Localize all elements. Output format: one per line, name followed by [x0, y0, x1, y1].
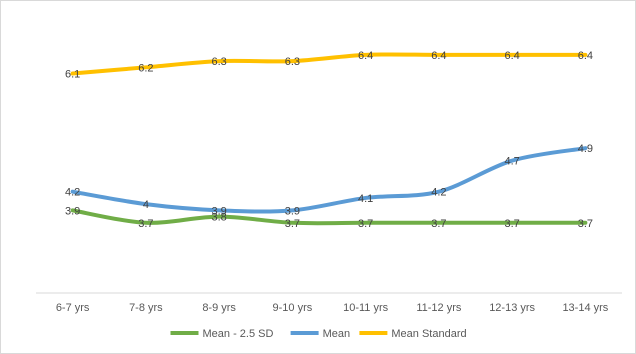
data-point: [437, 190, 441, 194]
x-tick-label: 10-11 yrs: [343, 302, 389, 314]
data-point: [71, 208, 75, 212]
data-label: 3.7: [431, 218, 446, 230]
data-label: 4.9: [578, 143, 593, 155]
data-label: 6.4: [578, 50, 593, 62]
data-label: 4.2: [431, 187, 446, 199]
data-label: 3.9: [65, 205, 80, 217]
series-1: 4.2 4 3.9 3.9 4.1 4.2 4.7 4.9: [65, 143, 593, 217]
data-label: 3.8: [211, 212, 226, 224]
data-point: [437, 221, 441, 225]
legend-item-0: Mean - 2.5 SD: [170, 328, 274, 340]
data-label: 6.1: [65, 69, 80, 81]
data-point: [217, 59, 221, 63]
data-label: 6.4: [431, 50, 446, 62]
data-point: [71, 72, 75, 76]
data-label: 4.1: [358, 193, 373, 205]
data-label: 3.7: [358, 218, 373, 230]
x-tick-label: 6-7 yrs: [56, 302, 90, 314]
series-line-0: [70, 208, 588, 226]
series-line-1: [70, 146, 588, 214]
x-tick-label: 8-9 yrs: [202, 302, 236, 314]
data-point: [290, 59, 294, 63]
data-point: [364, 196, 368, 200]
data-label: 6.3: [211, 56, 226, 68]
legend-label: Mean: [323, 328, 351, 340]
x-tick-label: 9-10 yrs: [273, 302, 313, 314]
series-2: 6.1 6.2 6.3 6.3 6.4 6.4 6.4 6.4: [65, 50, 593, 81]
data-label: 4.2: [65, 187, 80, 199]
series-group: 3.93.73.83.7 3.7 3.7 3.7 3.74.243.9 3.94.14.2…: [65, 50, 593, 230]
data-point: [217, 208, 221, 212]
data-point: [290, 221, 294, 225]
legend-item-1: Mean: [290, 328, 351, 340]
x-tick-label: 11-12 yrs: [416, 302, 462, 314]
data-label: 6.3: [285, 56, 300, 68]
data-label: 6.4: [358, 50, 373, 62]
data-label: 4: [143, 199, 149, 211]
series-line-2: [70, 52, 588, 76]
data-label: 6.4: [504, 50, 519, 62]
data-label: 4.7: [504, 156, 519, 168]
data-point: [510, 221, 514, 225]
data-label: 3.7: [504, 218, 519, 230]
data-point: [583, 221, 587, 225]
legend-label: Mean Standard: [391, 328, 466, 340]
data-point: [71, 190, 75, 194]
data-point: [144, 221, 148, 225]
data-point: [290, 208, 294, 212]
data-label: 6.2: [138, 62, 153, 74]
data-point: [437, 53, 441, 57]
data-point: [510, 159, 514, 163]
data-point: [364, 221, 368, 225]
series-0: 3.93.73.83.7 3.7 3.7 3.7 3.7: [65, 205, 593, 229]
data-label: 3.7: [578, 218, 593, 230]
data-point: [144, 65, 148, 69]
data-label: 3.9: [285, 205, 300, 217]
data-label: 3.9: [211, 205, 226, 217]
data-point: [510, 53, 514, 57]
x-tick-label: 7-8 yrs: [129, 302, 163, 314]
x-tick-label: 13-14 yrs: [562, 302, 608, 314]
data-label: 3.7: [138, 218, 153, 230]
x-tick-labels: 6-7 yrs 7-8 yrs 8-9 yrs 9-10 yrs 10-11 yrs 11…: [56, 302, 609, 314]
data-point: [217, 215, 221, 219]
legend-label: Mean - 2.5 SD: [203, 328, 274, 340]
data-point: [364, 53, 368, 57]
data-point: [144, 202, 148, 206]
data-label: 3.7: [285, 218, 300, 230]
data-point: [583, 53, 587, 57]
legend: Mean - 2.5 SD Mean Mean Standard: [170, 328, 467, 340]
data-point: [583, 146, 587, 150]
x-tick-label: 12-13 yrs: [489, 302, 535, 314]
legend-item-2: Mean Standard: [359, 328, 467, 340]
